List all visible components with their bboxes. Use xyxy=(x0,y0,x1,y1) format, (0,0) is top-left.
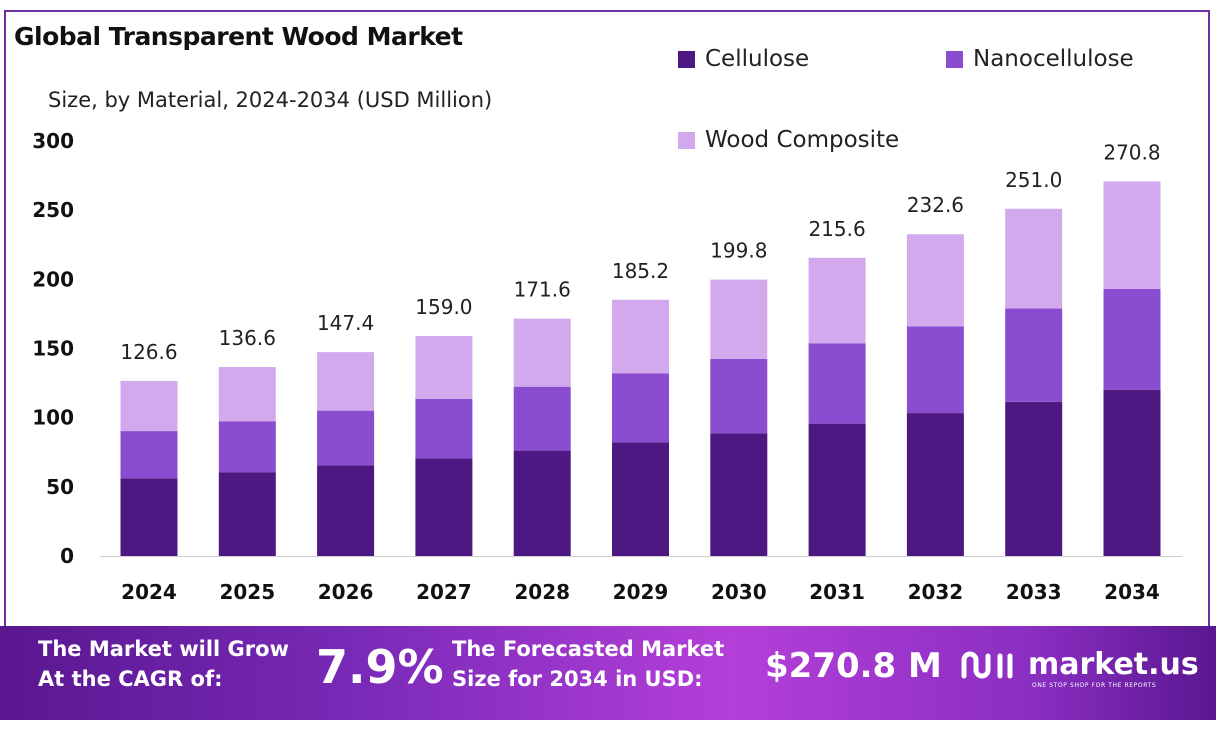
bar-segment-cellulose xyxy=(120,478,178,556)
bar-segment-cellulose xyxy=(906,413,964,556)
bar-segment-wood-composite xyxy=(218,367,276,422)
forecast-value: $270.8 M xyxy=(765,646,942,686)
x-tick-label: 2033 xyxy=(1006,580,1062,604)
bar-segment-cellulose xyxy=(415,458,473,556)
bar-segment-wood-composite xyxy=(120,380,178,432)
brand-name: market.us xyxy=(1028,647,1199,682)
cagr-value: 7.9% xyxy=(316,640,444,694)
y-tick-label: 0 xyxy=(60,544,74,568)
bar-segment-cellulose xyxy=(218,472,276,556)
bar-segment-wood-composite xyxy=(710,279,768,359)
legend-label-nanocellulose: Nanocellulose xyxy=(973,46,1134,72)
forecast-label: The Forecasted Market Size for 2034 in U… xyxy=(452,634,724,694)
legend-swatch-cellulose xyxy=(678,50,695,68)
bar-segment-nanocellulose xyxy=(1005,308,1063,402)
bar-segment-nanocellulose xyxy=(120,431,178,479)
bar-segment-nanocellulose xyxy=(317,410,375,466)
bar-segment-cellulose xyxy=(317,465,375,556)
bar-total-label: 171.6 xyxy=(514,278,571,302)
bar-segment-cellulose xyxy=(1103,389,1161,556)
legend-item-nanocellulose: Nanocellulose xyxy=(946,46,1134,72)
forecast-label-line-1: The Forecasted Market xyxy=(452,637,725,661)
x-tick-label: 2027 xyxy=(416,580,472,604)
bar-segment-nanocellulose xyxy=(710,358,768,434)
bar-total-label: 215.6 xyxy=(808,217,865,241)
bar-segment-cellulose xyxy=(612,442,669,556)
bar-total-label: 159.0 xyxy=(415,295,472,319)
bar-total-label: 126.6 xyxy=(120,340,177,364)
forecast-label-line-2: Size for 2034 in USD: xyxy=(452,667,703,691)
legend-label-cellulose: Cellulose xyxy=(705,46,810,72)
y-tick-label: 150 xyxy=(32,337,74,361)
y-tick-label: 250 xyxy=(32,198,74,222)
bar-segment-nanocellulose xyxy=(808,343,866,424)
bar-segment-nanocellulose xyxy=(513,386,571,451)
bar-segment-nanocellulose xyxy=(612,373,669,443)
legend-item-cellulose: Cellulose xyxy=(678,46,809,72)
legend-swatch-wood-composite xyxy=(678,131,695,149)
chart-title: Global Transparent Wood Market xyxy=(14,22,463,51)
x-tick-label: 2030 xyxy=(711,580,767,604)
bar-segment-wood-composite xyxy=(612,299,669,374)
bar-segment-nanocellulose xyxy=(218,421,276,473)
bar-segment-nanocellulose xyxy=(415,398,473,459)
x-tick-label: 2028 xyxy=(514,580,570,604)
bar-total-label: 199.8 xyxy=(710,239,767,263)
x-tick-label: 2031 xyxy=(809,580,865,604)
bar-segment-cellulose xyxy=(710,433,768,556)
bar-segment-wood-composite xyxy=(317,352,375,411)
bar-total-label: 251.0 xyxy=(1005,168,1062,192)
x-tick-label: 2024 xyxy=(121,580,177,604)
footer-banner: The Market will Grow At the CAGR of: 7.9… xyxy=(0,626,1216,720)
cagr-label-line-1: The Market will Grow xyxy=(38,637,289,661)
y-tick-label: 300 xyxy=(32,129,74,153)
bar-segment-nanocellulose xyxy=(906,326,964,414)
x-tick-label: 2026 xyxy=(318,580,374,604)
chart-subtitle: Size, by Material, 2024-2034 (USD Millio… xyxy=(48,88,493,112)
legend-item-wood-composite: Wood Composite xyxy=(678,127,899,153)
x-tick-label: 2025 xyxy=(219,580,275,604)
x-tick-label: 2029 xyxy=(613,580,669,604)
y-tick-label: 50 xyxy=(46,475,74,499)
bar-total-label: 147.4 xyxy=(317,311,374,335)
brand-logo: market.us xyxy=(960,648,1199,682)
y-tick-label: 200 xyxy=(32,267,74,291)
bar-segment-cellulose xyxy=(808,423,866,556)
bar-segment-wood-composite xyxy=(906,234,964,327)
x-tick-label: 2034 xyxy=(1104,580,1160,604)
cagr-label-line-2: At the CAGR of: xyxy=(38,667,223,691)
bar-segment-wood-composite xyxy=(513,318,571,387)
legend-label-wood-composite: Wood Composite xyxy=(705,127,900,153)
brand-tagline: ONE STOP SHOP FOR THE REPORTS xyxy=(1032,682,1157,689)
market-us-logo-icon xyxy=(961,651,1013,679)
bar-total-label: 270.8 xyxy=(1103,140,1160,164)
bar-total-label: 136.6 xyxy=(219,326,276,350)
bar-segment-wood-composite xyxy=(808,257,866,344)
bar-segment-wood-composite xyxy=(415,336,473,399)
bar-segment-wood-composite xyxy=(1005,208,1063,309)
bar-total-label: 232.6 xyxy=(907,193,964,217)
bar-segment-wood-composite xyxy=(1103,181,1161,289)
bar-segment-nanocellulose xyxy=(1103,288,1161,390)
x-tick-label: 2032 xyxy=(908,580,964,604)
legend-swatch-nanocellulose xyxy=(946,50,963,68)
y-tick-label: 100 xyxy=(32,406,74,430)
bar-total-label: 185.2 xyxy=(612,259,669,283)
cagr-label: The Market will Grow At the CAGR of: xyxy=(38,634,289,694)
stacked-bar-chart: 0 50 100 150 200 250 300 126.6 2024 136.6 2025 147.… xyxy=(32,129,1182,604)
bar-segment-cellulose xyxy=(1005,401,1063,556)
bar-segment-cellulose xyxy=(513,450,571,556)
